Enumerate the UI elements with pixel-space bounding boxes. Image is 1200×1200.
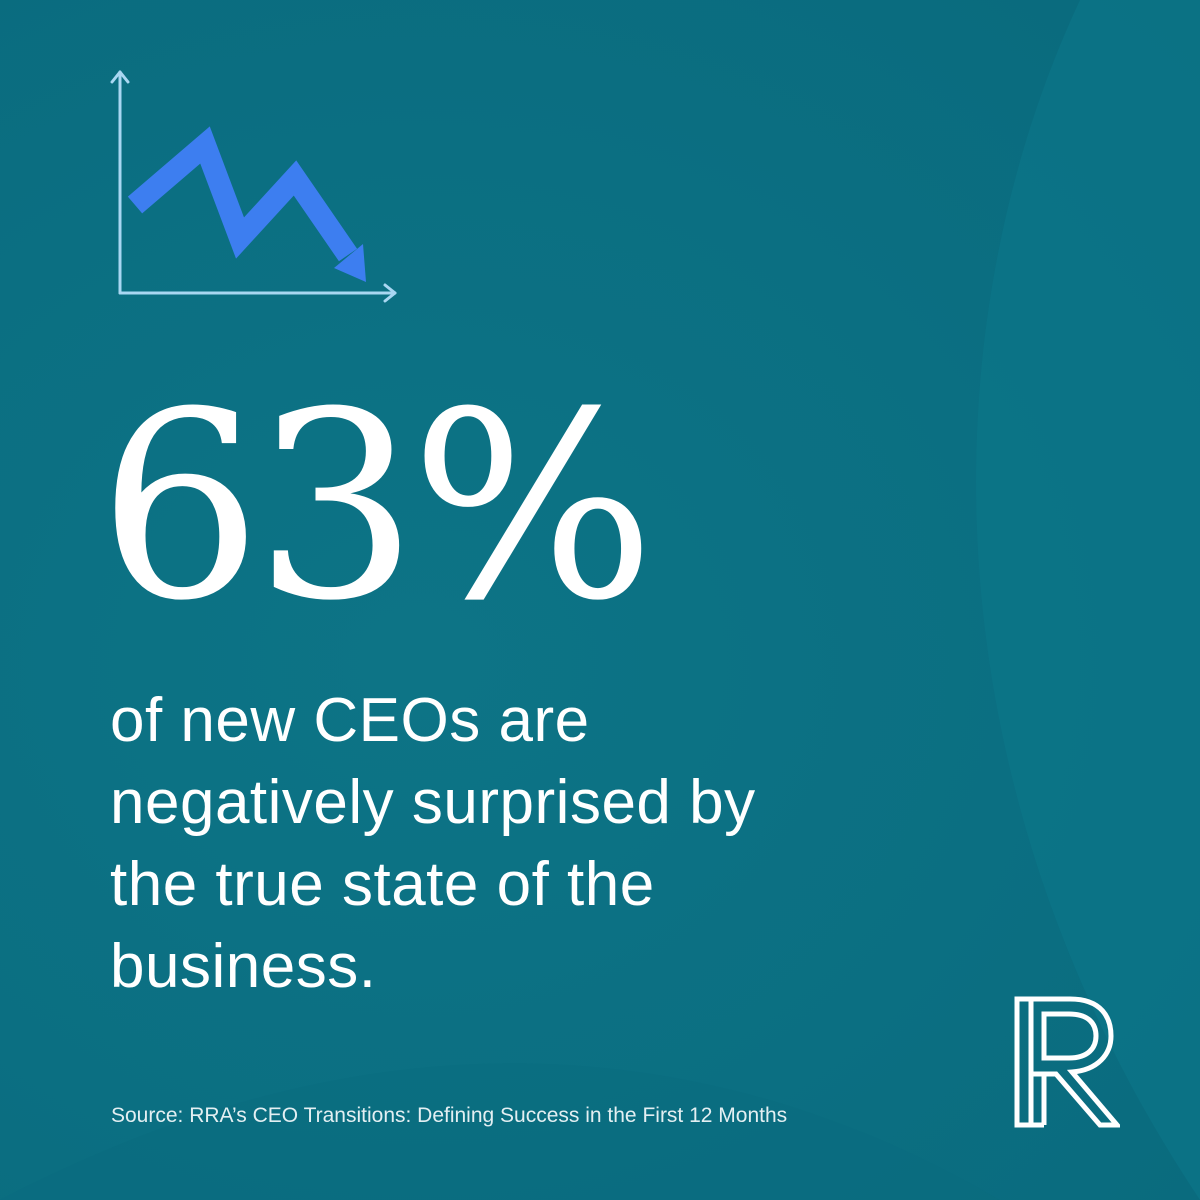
trend-line bbox=[127, 126, 366, 282]
stat-description: of new CEOs are negatively surprised by … bbox=[110, 686, 756, 1001]
stat-value: 63% bbox=[98, 357, 655, 657]
downward-trend-chart-icon bbox=[110, 70, 397, 303]
source-note: Source: RRA’s CEO Transitions: Defining … bbox=[111, 1104, 788, 1127]
r-monogram-logo-icon bbox=[1014, 996, 1120, 1128]
chart-axes bbox=[110, 70, 397, 303]
